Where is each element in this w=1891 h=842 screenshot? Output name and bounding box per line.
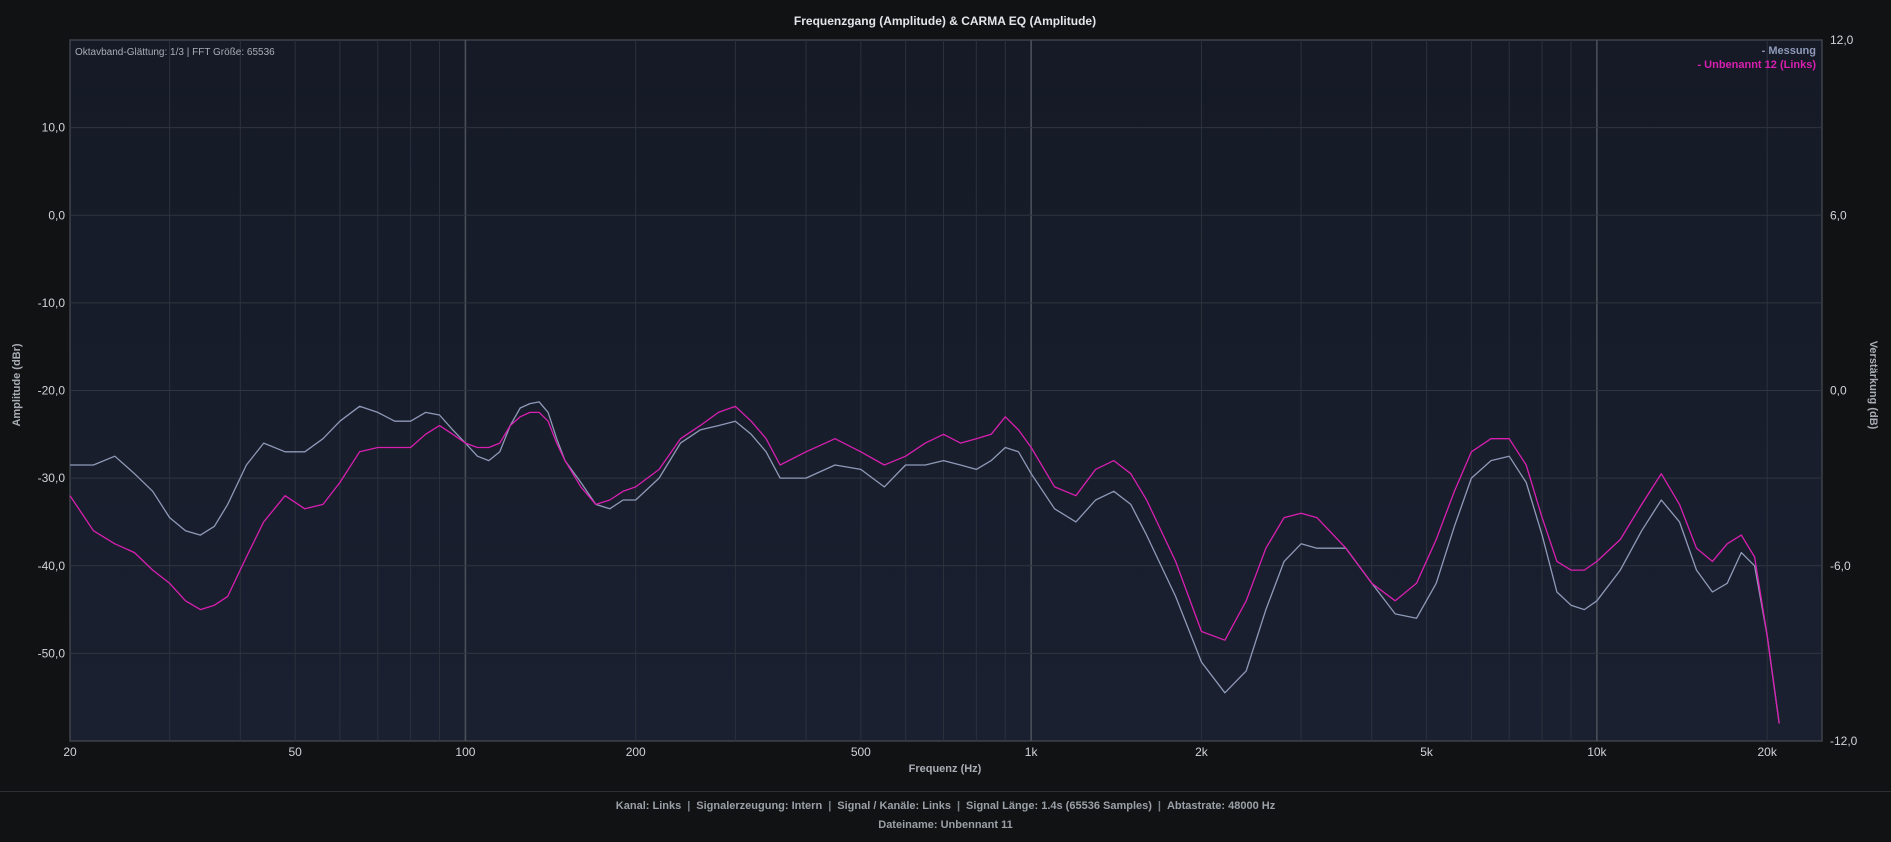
- sample-rate-info: Abtastrate: 48000 Hz: [1166, 800, 1276, 812]
- y-tick-label: 10,0: [42, 121, 66, 135]
- frequency-response-chart: Frequenzgang (Amplitude) & CARMA EQ (Amp…: [11, 14, 1879, 775]
- x-axis-label: Frequenz (Hz): [909, 763, 982, 775]
- signal-info-line: Kanal: Links | Signalerzeugung: Intern | Sig…: [615, 800, 1276, 812]
- signal-generation-info: Signalerzeugung: Intern: [696, 800, 823, 812]
- x-tick-label: 20: [63, 745, 77, 759]
- signal-channels-info: Signal / Kanäle: Links: [837, 800, 951, 812]
- y2-tick-label: -12,0: [1830, 734, 1858, 748]
- channel-info: Kanal: Links: [615, 800, 682, 812]
- status-footer: Kanal: Links | Signalerzeugung: Intern | Sig…: [0, 791, 1891, 842]
- x-tick-label: 5k: [1420, 745, 1434, 759]
- series-lines: [69, 401, 1780, 724]
- x-tick-label: 20k: [1757, 745, 1777, 759]
- y-tick-label: -50,0: [38, 646, 66, 660]
- y2-tick-label: 0,0: [1830, 384, 1847, 398]
- x-tick-label: 10k: [1587, 745, 1607, 759]
- y2-tick-label: -6,0: [1830, 559, 1851, 573]
- axis-ticks: 20 50 100 200 500 1k 2k 5k 10k 20k 10,0 0,0 -10,0 -20…: [38, 33, 1858, 759]
- y-tick-label: -40,0: [38, 559, 66, 573]
- series-line-messung: [70, 401, 1780, 724]
- x-tick-label: 100: [455, 745, 475, 759]
- filename-info: Dateiname: Unbennant 11: [878, 819, 1013, 831]
- y-tick-label: -10,0: [38, 296, 66, 310]
- x-tick-label: 2k: [1195, 745, 1209, 759]
- y-tick-label: -20,0: [38, 384, 66, 398]
- series-line-unbenannt-12: [69, 405, 1780, 724]
- y-axis-label: Amplitude (dBr): [11, 343, 23, 426]
- legend-item-messung: - Messung: [1762, 45, 1816, 57]
- x-tick-label: 200: [626, 745, 646, 759]
- smoothing-info: Oktavband-Glättung: 1/3 | FFT Größe: 655…: [75, 47, 275, 58]
- x-tick-label: 50: [288, 745, 302, 759]
- x-tick-label: 1k: [1025, 745, 1039, 759]
- signal-length-info: Signal Länge: 1.4s (65536 Samples): [966, 800, 1152, 812]
- y2-tick-label: 6,0: [1830, 208, 1847, 222]
- legend-item-unbenannt-12: - Unbenannt 12 (Links): [1697, 59, 1816, 71]
- y2-axis-label: Verstärkung (dB): [1867, 341, 1879, 430]
- legend: - Messung - Unbenannt 12 (Links): [1697, 45, 1816, 71]
- chart-title: Frequenzgang (Amplitude) & CARMA EQ (Amp…: [794, 14, 1096, 28]
- y-tick-label: -30,0: [38, 471, 66, 485]
- y-tick-label: 0,0: [48, 208, 65, 222]
- y2-tick-label: 12,0: [1830, 33, 1854, 47]
- grid-lines: [70, 40, 1822, 741]
- x-tick-label: 500: [851, 745, 871, 759]
